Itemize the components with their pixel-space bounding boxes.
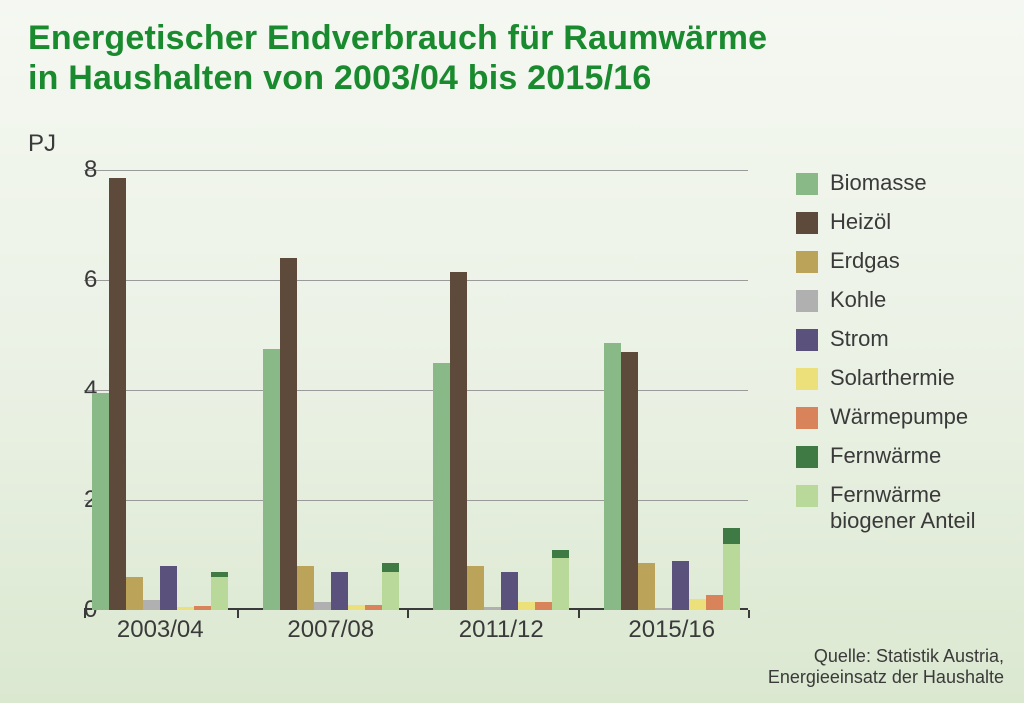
legend-item: Fernwärme	[796, 443, 1008, 469]
bar	[467, 566, 484, 610]
bar	[484, 607, 501, 610]
bar	[638, 563, 655, 610]
bar	[604, 343, 621, 610]
bar	[263, 349, 280, 610]
bar	[689, 599, 706, 610]
legend-swatch	[796, 407, 818, 429]
bar	[143, 600, 160, 610]
x-category-label: 2007/08	[287, 616, 374, 644]
legend-label: Biomasse	[830, 170, 927, 196]
bar	[331, 572, 348, 611]
bar	[706, 595, 723, 610]
bar	[109, 178, 126, 610]
legend-label: Fernwärme	[830, 443, 941, 469]
bar	[450, 272, 467, 610]
bar	[211, 577, 228, 610]
legend-swatch	[796, 212, 818, 234]
x-category-label: 2003/04	[117, 616, 204, 644]
bar	[297, 566, 314, 610]
chart-area: 02468 2003/04 2007/08 2011/12 2015/16	[28, 170, 748, 648]
bar	[433, 363, 450, 611]
legend-label: Fernwärme biogener Anteil	[830, 482, 976, 534]
chart-page: Energetischer Endverbrauch für Raumwärme…	[0, 0, 1024, 703]
gridline	[84, 390, 748, 391]
source-text: Quelle: Statistik Austria, Energieeinsat…	[768, 646, 1004, 689]
x-category-label: 2011/12	[459, 616, 544, 644]
legend-label: Strom	[830, 326, 889, 352]
legend-item: Solarthermie	[796, 365, 1008, 391]
legend-swatch	[796, 446, 818, 468]
legend-swatch	[796, 290, 818, 312]
bar	[655, 608, 672, 610]
bar	[723, 544, 740, 610]
bar	[160, 566, 177, 610]
bar	[177, 607, 194, 610]
bar	[501, 572, 518, 611]
x-tick	[748, 610, 750, 618]
bar	[365, 605, 382, 611]
x-axis-labels: 2003/04 2007/08 2011/12 2015/16	[84, 616, 748, 648]
bar	[621, 352, 638, 611]
bar	[280, 258, 297, 610]
legend-item: Biomasse	[796, 170, 1008, 196]
legend-item: Kohle	[796, 287, 1008, 313]
legend-item: Heizöl	[796, 209, 1008, 235]
legend-swatch	[796, 485, 818, 507]
legend-label: Kohle	[830, 287, 886, 313]
legend-label: Wärmepumpe	[830, 404, 968, 430]
bar	[92, 393, 109, 610]
legend-swatch	[796, 368, 818, 390]
y-axis-label: PJ	[28, 130, 56, 158]
legend-item: Wärmepumpe	[796, 404, 1008, 430]
bar	[672, 561, 689, 611]
bar	[348, 605, 365, 611]
gridline	[84, 500, 748, 501]
legend: Biomasse Heizöl Erdgas Kohle Strom Solartherm…	[796, 170, 1008, 547]
chart-title: Energetischer Endverbrauch für Raumwärme…	[28, 18, 767, 98]
legend-swatch	[796, 173, 818, 195]
legend-swatch	[796, 251, 818, 273]
legend-item: Fernwärme biogener Anteil	[796, 482, 1008, 534]
x-category-label: 2015/16	[628, 616, 715, 644]
bar	[126, 577, 143, 610]
bar	[535, 602, 552, 610]
bar	[382, 572, 399, 611]
legend-label: Heizöl	[830, 209, 891, 235]
gridline	[84, 280, 748, 281]
plot-area: 02468	[84, 170, 748, 610]
legend-label: Erdgas	[830, 248, 900, 274]
bar	[552, 558, 569, 610]
bar	[518, 602, 535, 610]
legend-item: Erdgas	[796, 248, 1008, 274]
bar	[194, 606, 211, 610]
legend-swatch	[796, 329, 818, 351]
bar	[314, 602, 331, 610]
legend-label: Solarthermie	[830, 365, 955, 391]
gridline	[84, 170, 748, 171]
legend-item: Strom	[796, 326, 1008, 352]
